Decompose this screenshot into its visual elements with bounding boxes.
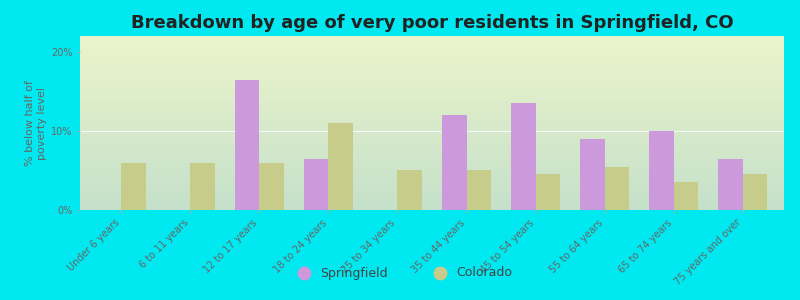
Y-axis label: % below half of
poverty level: % below half of poverty level xyxy=(25,80,46,166)
Bar xyxy=(329,123,353,210)
Bar xyxy=(650,131,674,210)
Bar xyxy=(605,167,629,210)
Bar xyxy=(511,103,535,210)
Bar xyxy=(718,159,742,210)
Bar xyxy=(674,182,698,210)
Bar xyxy=(259,163,284,210)
Bar xyxy=(398,170,422,210)
Bar xyxy=(190,163,214,210)
Bar xyxy=(442,115,466,210)
Bar xyxy=(122,163,146,210)
Bar xyxy=(235,80,259,210)
Bar xyxy=(580,139,605,210)
Title: Breakdown by age of very poor residents in Springfield, CO: Breakdown by age of very poor residents … xyxy=(130,14,734,32)
Bar xyxy=(535,174,560,210)
Text: Springfield: Springfield xyxy=(320,266,388,280)
Bar xyxy=(466,170,490,210)
Bar xyxy=(304,159,329,210)
Text: Colorado: Colorado xyxy=(456,266,512,280)
Bar xyxy=(742,174,766,210)
